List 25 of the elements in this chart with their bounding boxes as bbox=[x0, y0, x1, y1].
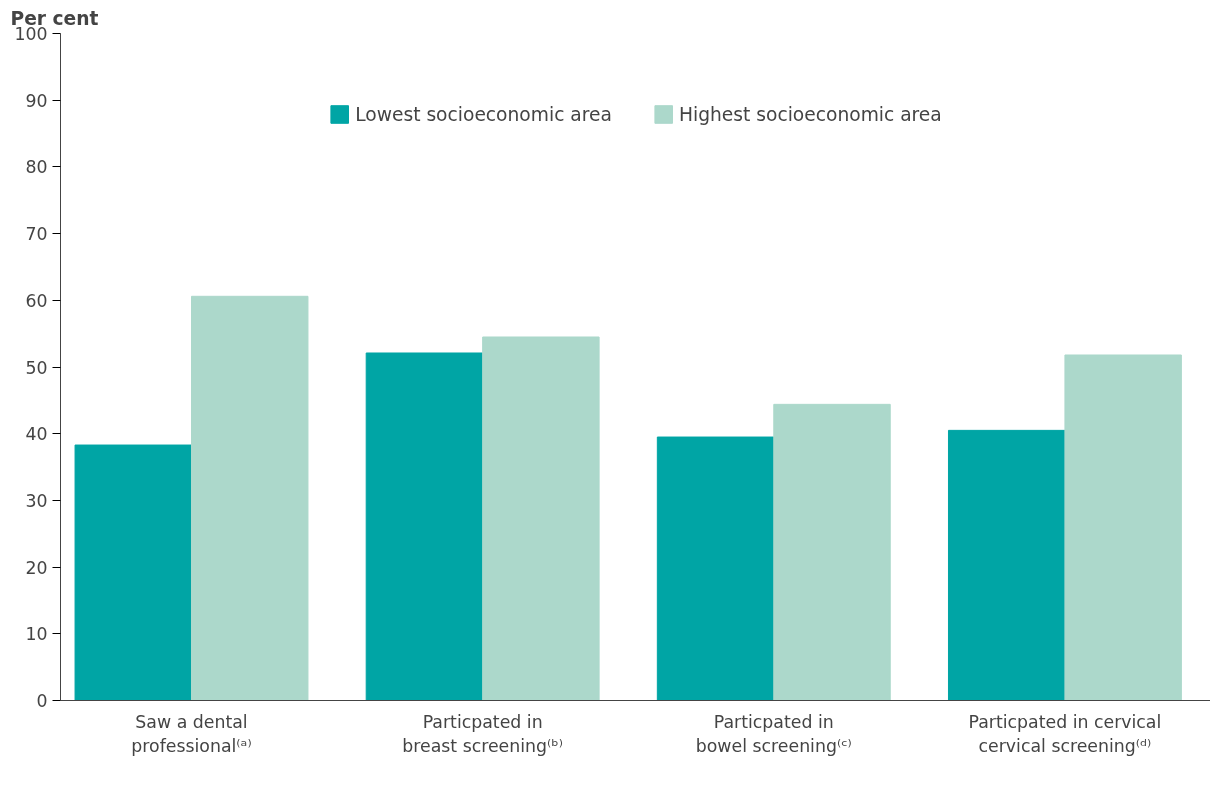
bar bbox=[365, 352, 484, 701]
bar bbox=[191, 295, 309, 701]
y-tick-label: 30 bbox=[25, 490, 48, 511]
y-tick-label: 90 bbox=[25, 90, 48, 111]
y-tick-label: 0 bbox=[36, 691, 48, 711]
bar bbox=[482, 336, 600, 701]
y-tick-label: 70 bbox=[25, 224, 48, 245]
legend-label: Highest socioeconomic area bbox=[678, 103, 942, 125]
y-tick-label: 100 bbox=[14, 24, 48, 44]
bar bbox=[947, 429, 1066, 701]
x-tick-label: Saw a dental professional⁽ᵃ⁾ bbox=[131, 711, 252, 756]
bar bbox=[656, 436, 775, 701]
y-tick-label: 50 bbox=[25, 357, 48, 378]
legend-label: Lowest socioeconomic area bbox=[355, 103, 612, 125]
y-tick-label: 40 bbox=[25, 424, 48, 445]
y-tick-label: 60 bbox=[25, 290, 48, 311]
bar bbox=[1064, 354, 1182, 701]
y-tick-label: 10 bbox=[25, 624, 48, 645]
bar bbox=[74, 444, 193, 701]
x-tick-label: Particpated in breast screening⁽ᵇ⁾ bbox=[402, 711, 563, 756]
y-tick-label: 20 bbox=[25, 557, 48, 578]
x-tick-label: Particpated in cervical cervical screening⁽ᵈ⁾ bbox=[968, 711, 1162, 756]
bar bbox=[773, 403, 891, 701]
y-tick-label: 80 bbox=[25, 157, 48, 178]
x-tick-label: Particpated in bowel screening⁽ᶜ⁾ bbox=[695, 711, 852, 756]
